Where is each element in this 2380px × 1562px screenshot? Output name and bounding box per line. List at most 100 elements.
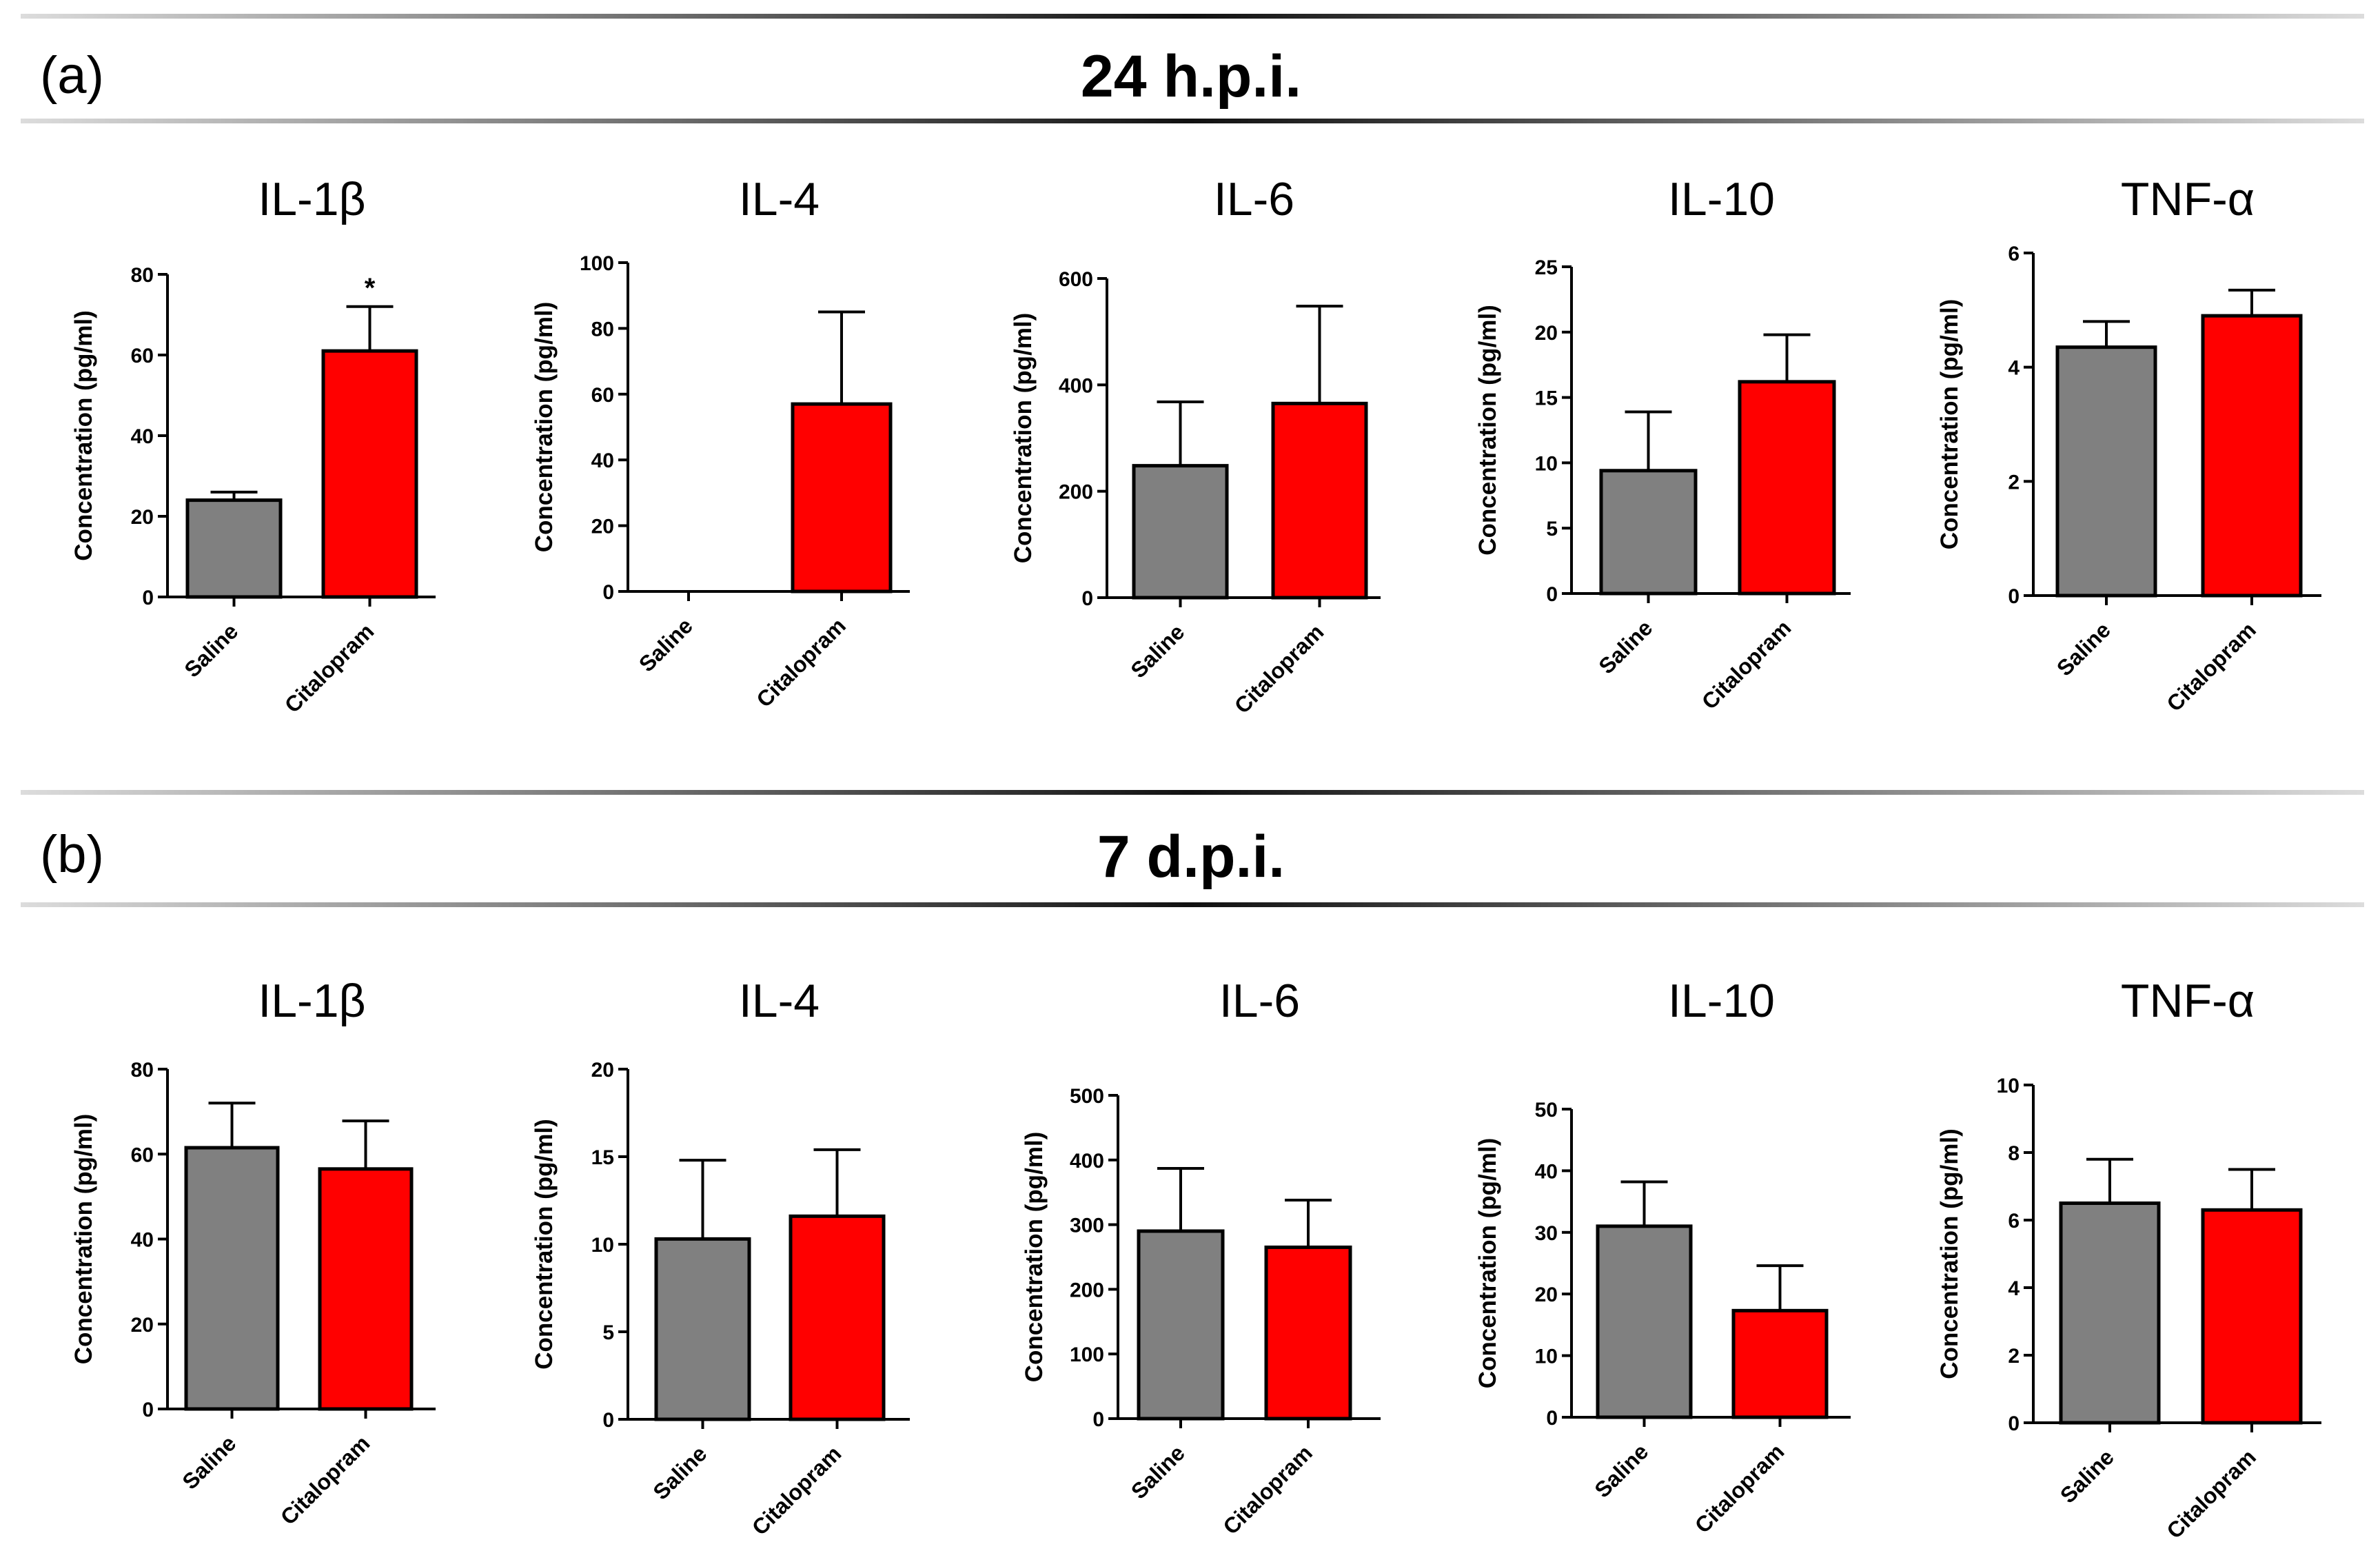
y-tick-label: 4	[2008, 357, 2020, 380]
chart-title: IL-10	[1668, 975, 1775, 1027]
y-tick-label: 0	[142, 587, 154, 609]
y-tick-label: 80	[131, 264, 154, 287]
bar-citalopram	[321, 349, 418, 599]
chart-title: TNF-α	[2121, 975, 2255, 1027]
y-tick-label: 200	[1070, 1279, 1104, 1301]
y-axis-label: Concentration (pg/ml)	[1021, 1132, 1048, 1383]
y-axis-label: Concentration (pg/ml)	[1936, 299, 1963, 550]
y-tick-label: 20	[591, 1059, 614, 1082]
y-tick-label: 20	[1535, 322, 1558, 345]
significance-marker: *	[365, 273, 376, 303]
bar-citalopram	[318, 1167, 414, 1411]
y-tick-label: 0	[2008, 585, 2020, 608]
y-tick-label: 200	[1059, 481, 1093, 504]
bar-citalopram	[1271, 401, 1368, 600]
y-tick-label: 25	[1535, 256, 1558, 279]
category-label-saline: Saline	[179, 618, 243, 682]
category-label-saline: Saline	[634, 613, 698, 676]
y-tick-label: 20	[591, 516, 614, 538]
y-tick-label: 0	[602, 581, 614, 604]
bar-saline	[2055, 345, 2157, 598]
category-label-citalopram: Citalopram	[276, 1430, 375, 1530]
chart-title: IL-4	[739, 173, 820, 225]
y-tick-label: 10	[1535, 1346, 1558, 1368]
chart-7dpi-tnfa: TNF-α 0 2 4 6 8 10 Concentration (pg/ml) Saline C…	[1936, 975, 2321, 1543]
section-a-bottom-divider	[21, 119, 2364, 123]
chart-7dpi-il1b: IL-1β 0 20 40 60 80 Concentration (pg/ml) Salin…	[70, 975, 436, 1530]
y-tick-label: 600	[1059, 268, 1093, 291]
y-tick-label: 10	[1535, 452, 1558, 475]
y-tick-label: 6	[2008, 243, 2020, 265]
y-tick-label: 10	[1997, 1075, 2020, 1097]
section-b-bottom-divider	[21, 902, 2364, 907]
chart-title: IL-1β	[258, 173, 365, 225]
section-b-header: (b) 7 d.p.i.	[21, 790, 2364, 907]
bar-citalopram	[791, 402, 893, 594]
y-tick-label: 60	[591, 384, 614, 407]
y-tick-label: 0	[142, 1399, 154, 1421]
bar-saline	[654, 1237, 751, 1421]
category-label-saline: Saline	[2055, 1444, 2119, 1508]
y-tick-label: 40	[591, 449, 614, 472]
y-axis-label: Concentration (pg/ml)	[70, 310, 97, 561]
y-tick-label: 0	[1546, 1407, 1558, 1430]
y-tick-label: 40	[131, 1229, 154, 1252]
bar-saline	[1137, 1229, 1225, 1421]
y-tick-label: 10	[591, 1234, 614, 1257]
y-tick-label: 8	[2008, 1142, 2020, 1165]
category-label-saline: Saline	[1589, 1439, 1653, 1502]
chart-24hpi-il1b: IL-1β 0 20 40 60 80 Concentration (pg/ml) Salin…	[70, 173, 436, 718]
chart-title: IL-4	[739, 975, 820, 1027]
y-tick-label: 0	[1081, 587, 1093, 610]
chart-24hpi-tnfa: TNF-α 0 2 4 6 Concentration (pg/ml) Saline Cita…	[1936, 173, 2321, 716]
bar-citalopram	[1264, 1245, 1352, 1421]
category-label-saline: Saline	[1126, 1440, 1190, 1503]
chart-title: IL-10	[1668, 173, 1775, 225]
y-axis-label: Concentration (pg/ml)	[70, 1114, 97, 1365]
y-axis-label: Concentration (pg/ml)	[1010, 313, 1037, 564]
bar-saline	[1599, 469, 1698, 596]
category-label-citalopram: Citalopram	[751, 613, 851, 712]
y-tick-label: 6	[2008, 1210, 2020, 1233]
section-a-title: 24 h.p.i.	[1081, 43, 1301, 110]
chart-title: IL-6	[1214, 173, 1294, 225]
y-tick-label: 0	[602, 1409, 614, 1432]
y-tick-label: 400	[1070, 1150, 1104, 1173]
section-a-top-divider	[21, 14, 2364, 19]
chart-title: IL-1β	[258, 975, 365, 1027]
section-a-header: (a) 24 h.p.i.	[21, 14, 2364, 123]
chart-24hpi-il4: IL-4 0 20 40 60 80 100 Concentration (pg/ml) Sal…	[531, 173, 910, 712]
section-a-panel-label: (a)	[40, 46, 104, 105]
bar-saline	[2059, 1201, 2161, 1425]
y-tick-label: 0	[1546, 583, 1558, 606]
y-axis-label: Concentration (pg/ml)	[531, 1119, 558, 1370]
bar-citalopram	[1738, 380, 1836, 596]
y-tick-label: 300	[1070, 1215, 1104, 1237]
y-tick-label: 2	[2008, 1345, 2020, 1368]
y-tick-label: 4	[2008, 1277, 2020, 1300]
category-label-citalopram: Citalopram	[2162, 617, 2261, 716]
y-tick-label: 60	[131, 1144, 154, 1166]
bar-saline	[184, 1146, 280, 1411]
y-tick-label: 100	[580, 252, 614, 275]
section-b-title: 7 d.p.i.	[1097, 824, 1285, 890]
section-b-panel-label: (b)	[40, 825, 104, 884]
y-tick-label: 15	[591, 1146, 614, 1169]
y-tick-label: 5	[602, 1321, 614, 1344]
bar-citalopram	[2201, 1208, 2303, 1425]
bar-citalopram	[1731, 1308, 1829, 1419]
y-tick-label: 60	[131, 345, 154, 367]
category-label-saline: Saline	[1594, 615, 1657, 678]
y-tick-label: 50	[1535, 1099, 1558, 1122]
y-tick-label: 30	[1535, 1222, 1558, 1245]
chart-title: IL-6	[1219, 975, 1300, 1027]
chart-7dpi-il10: IL-10 0 10 20 30 40 50 Concentration (pg/ml) Sal…	[1474, 975, 1851, 1538]
bar-citalopram	[2201, 314, 2303, 598]
bar-saline	[1596, 1224, 1693, 1419]
bar-saline	[185, 498, 283, 599]
bar-citalopram	[789, 1214, 886, 1421]
y-axis-label: Concentration (pg/ml)	[1474, 1138, 1501, 1389]
bar-saline	[1132, 464, 1229, 600]
category-label-citalopram: Citalopram	[280, 618, 379, 718]
